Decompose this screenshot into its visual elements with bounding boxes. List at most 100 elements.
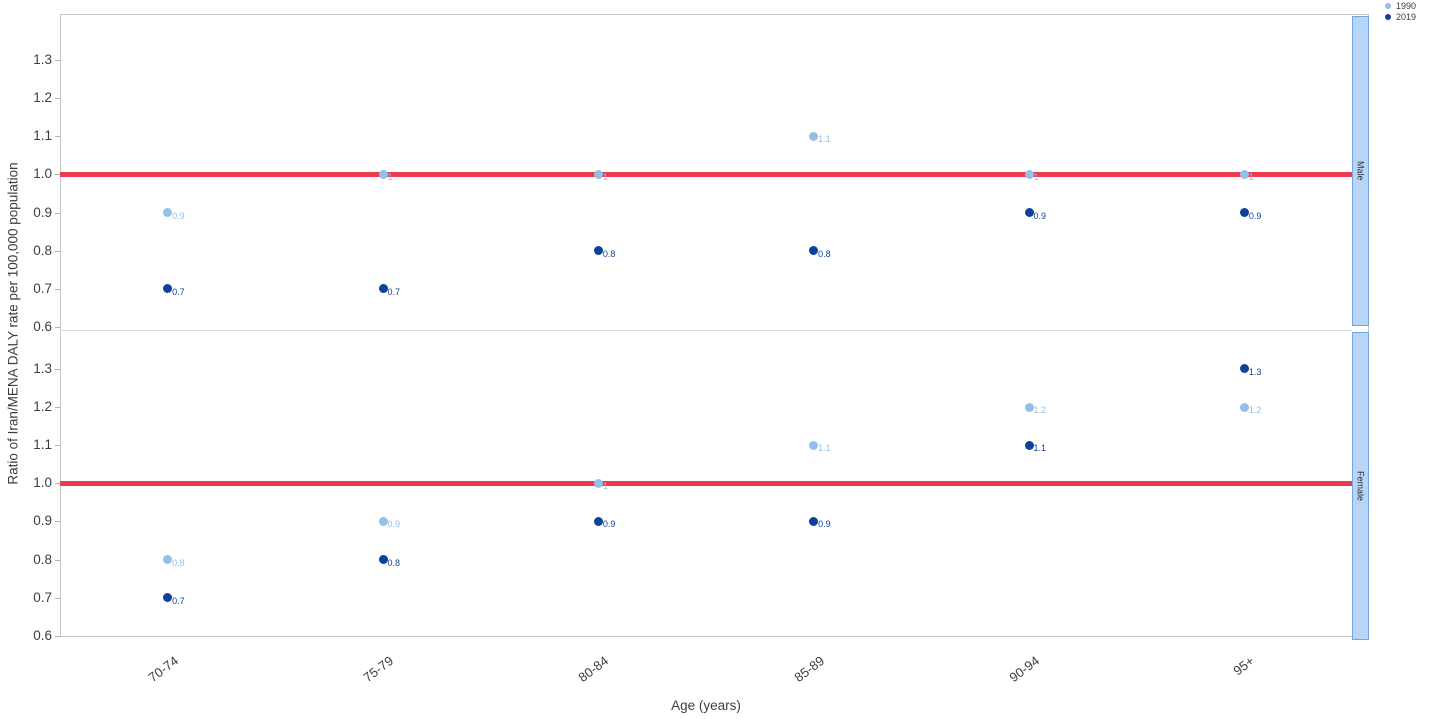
data-point: [593, 246, 603, 256]
y-tick-label: 1.0: [33, 475, 52, 491]
y-tick-mark: [55, 597, 60, 599]
x-tick-label: 70-74: [145, 653, 181, 685]
panel-strip-label: Male: [1355, 161, 1366, 181]
data-point: [378, 516, 388, 526]
data-point: [163, 208, 173, 218]
data-point-label: 1.3: [1248, 366, 1262, 377]
y-tick-mark: [55, 212, 60, 214]
legend-label-1990: 1990: [1395, 1, 1416, 11]
y-tick-label: 0.6: [33, 318, 52, 334]
data-point-label: 0.9: [1248, 210, 1262, 221]
data-point: [163, 284, 173, 294]
legend-marker-1990-icon: [1384, 3, 1391, 9]
data-point-label: 1: [387, 172, 393, 183]
data-point: [809, 440, 819, 450]
legend-item-2019[interactable]: 2019: [1384, 12, 1416, 22]
data-point: [1239, 364, 1249, 374]
y-tick-label: 0.9: [33, 513, 52, 529]
data-point-label: 0.9: [172, 210, 185, 221]
data-point-label: 0.9: [602, 519, 616, 530]
x-axis-title: Age (years): [671, 698, 741, 713]
y-tick-label: 0.8: [33, 242, 52, 258]
data-point-label: 0.7: [172, 286, 185, 297]
data-point-label: 0.8: [602, 248, 616, 259]
panel-strip-label: Female: [1355, 470, 1366, 501]
y-axis-title: Ratio of Iran/MENA DALY rate per 100,000…: [5, 162, 21, 485]
data-point-label: 1: [1248, 172, 1254, 183]
data-point-label: 1.1: [818, 134, 831, 145]
reference-line: [60, 171, 1352, 177]
data-point-label: 0.8: [172, 557, 185, 568]
y-tick-mark: [55, 445, 60, 447]
data-point: [809, 516, 819, 526]
data-point: [1239, 208, 1249, 218]
data-point: [1024, 208, 1034, 218]
y-tick-mark: [55, 635, 60, 637]
data-point-label: 1.2: [1033, 405, 1047, 416]
y-tick-mark: [55, 60, 60, 62]
y-tick-mark: [55, 483, 60, 485]
data-point-label: 0.7: [387, 286, 401, 297]
y-tick-mark: [55, 136, 60, 138]
y-tick-label: 1.1: [33, 437, 52, 453]
legend: 1990 2019: [1384, 1, 1416, 22]
data-point: [809, 131, 819, 141]
data-point-label: 0.9: [818, 519, 831, 530]
y-tick-label: 0.7: [33, 280, 52, 296]
y-tick-label: 1.1: [33, 128, 52, 144]
y-tick-mark: [55, 559, 60, 561]
legend-marker-2019-icon: [1384, 14, 1391, 20]
data-point: [378, 555, 388, 565]
data-point: [1024, 402, 1034, 412]
data-point-label: 0.9: [1033, 210, 1047, 221]
data-point-label: 1.2: [1248, 405, 1262, 416]
y-tick-mark: [55, 368, 60, 370]
y-tick-label: 1.2: [33, 399, 52, 415]
data-point: [1239, 169, 1249, 179]
y-tick-label: 0.9: [33, 204, 52, 220]
y-tick-mark: [55, 407, 60, 409]
y-tick-label: 1.3: [33, 360, 52, 376]
data-point-label: 1: [602, 481, 608, 492]
y-tick-mark: [55, 98, 60, 100]
panel-strip-female: Female: [1352, 332, 1369, 640]
data-point: [1239, 402, 1249, 412]
data-point-label: 0.9: [387, 519, 401, 530]
y-tick-mark: [55, 174, 60, 176]
reference-line: [60, 480, 1352, 486]
data-point-label: 1.1: [1033, 443, 1047, 454]
data-point-label: 1: [1033, 172, 1039, 183]
data-point: [378, 284, 388, 294]
legend-label-2019: 2019: [1395, 12, 1416, 22]
plot-area: [60, 14, 1369, 637]
data-point-label: 1: [602, 172, 608, 183]
y-tick-label: 1.2: [33, 90, 52, 106]
data-point: [593, 169, 603, 179]
data-point: [163, 593, 173, 603]
data-point: [1024, 169, 1034, 179]
data-point-label: 0.7: [172, 595, 185, 606]
data-point: [1024, 440, 1034, 450]
data-point: [593, 478, 603, 488]
y-tick-mark: [55, 288, 60, 290]
panel-strip-male: Male: [1352, 16, 1369, 326]
data-point: [378, 169, 388, 179]
y-tick-mark: [55, 250, 60, 252]
legend-item-1990[interactable]: 1990: [1384, 1, 1416, 11]
x-tick-label: 95+: [1230, 653, 1258, 679]
y-tick-mark: [55, 521, 60, 523]
y-tick-label: 1.3: [33, 52, 52, 68]
y-tick-mark: [55, 326, 60, 328]
data-point: [163, 555, 173, 565]
data-point-label: 1.1: [818, 443, 831, 454]
y-tick-label: 1.0: [33, 166, 52, 182]
y-tick-label: 0.6: [33, 627, 52, 643]
data-point-label: 0.8: [818, 248, 831, 259]
data-point-label: 0.8: [387, 557, 401, 568]
panel-divider: [60, 330, 1352, 331]
y-tick-label: 0.7: [33, 589, 52, 605]
data-point: [809, 246, 819, 256]
y-tick-label: 0.8: [33, 551, 52, 567]
data-point: [593, 516, 603, 526]
